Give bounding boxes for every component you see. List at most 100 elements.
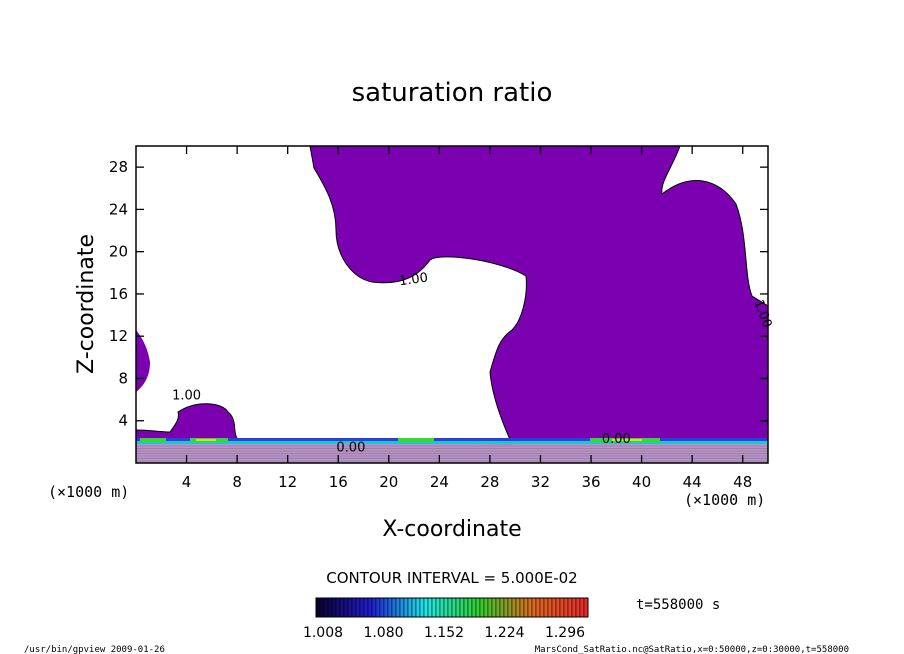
y-tick-label: 4 bbox=[118, 412, 128, 430]
x-axis-title: X-coordinate bbox=[382, 517, 521, 542]
colorbar-tick-label: 1.008 bbox=[303, 625, 343, 641]
colorbar-tick-label: 1.296 bbox=[545, 625, 585, 641]
colorbar-swatch bbox=[435, 597, 441, 618]
x-tick-label: 20 bbox=[379, 473, 398, 491]
x-tick-label: 24 bbox=[430, 473, 449, 491]
colorbar-tick-label: 1.152 bbox=[424, 625, 464, 641]
contour-label: 1.00 bbox=[398, 270, 429, 289]
colorbar-swatch bbox=[583, 597, 589, 618]
y-tick-label: 8 bbox=[118, 369, 128, 387]
colorbar-swatch bbox=[371, 597, 377, 618]
colorbar-swatch bbox=[427, 597, 433, 618]
contour-label: 1.00 bbox=[172, 389, 201, 404]
x-unit-label-right: (×1000 m) bbox=[684, 491, 765, 509]
plot-frame bbox=[135, 145, 769, 464]
colorbar-swatch bbox=[331, 597, 337, 618]
contour-label: 0.00 bbox=[336, 440, 365, 455]
colorbar-swatch bbox=[455, 597, 461, 618]
colorbar-swatch bbox=[403, 597, 409, 618]
colorbar-swatch bbox=[491, 597, 497, 618]
y-tick-label: 16 bbox=[109, 285, 128, 303]
colorbar-swatch bbox=[367, 597, 373, 618]
colorbar-swatch bbox=[507, 597, 513, 618]
saturated-region-left bbox=[136, 330, 150, 392]
colorbar-swatch bbox=[519, 597, 525, 618]
colorbar-swatch bbox=[339, 597, 345, 618]
colorbar-swatch bbox=[535, 597, 541, 618]
colorbar-swatch bbox=[475, 597, 481, 618]
colorbar-swatch bbox=[543, 597, 549, 618]
colorbar-swatch bbox=[483, 597, 489, 618]
colorbar-swatch bbox=[359, 597, 365, 618]
y-axis-title: Z-coordinate bbox=[74, 234, 99, 374]
footer-right: MarsCond_SatRatio.nc@SatRatio,x=0:50000,… bbox=[535, 645, 849, 654]
colorbar-swatch bbox=[335, 597, 341, 618]
x-tick-label: 44 bbox=[683, 473, 702, 491]
colorbar-swatch bbox=[523, 597, 529, 618]
ground-color-band-2 bbox=[136, 441, 768, 444]
colorbar-swatch bbox=[515, 597, 521, 618]
colorbar-swatch bbox=[551, 597, 557, 618]
colorbar-swatch bbox=[571, 597, 577, 618]
colorbar-swatch bbox=[555, 597, 561, 618]
colorbar-swatch bbox=[471, 597, 477, 618]
colorbar-swatch bbox=[343, 597, 349, 618]
colorbar-swatch bbox=[503, 597, 509, 618]
x-tick-label: 32 bbox=[531, 473, 550, 491]
x-tick-label: 40 bbox=[632, 473, 651, 491]
x-tick-label: 4 bbox=[182, 473, 192, 491]
colorbar-swatch bbox=[327, 597, 333, 618]
colorbar-swatch bbox=[347, 597, 353, 618]
colorbar-swatch bbox=[511, 597, 517, 618]
colorbar-swatch bbox=[387, 597, 393, 618]
colorbar-swatch bbox=[355, 597, 361, 618]
x-unit-label-left: (×1000 m) bbox=[48, 483, 129, 501]
colorbar-swatch bbox=[447, 597, 453, 618]
x-tick-label: 16 bbox=[329, 473, 348, 491]
colorbar-swatch bbox=[391, 597, 397, 618]
colorbar-ticks: 1.008 1.080 1.152 1.224 1.296 bbox=[303, 625, 585, 641]
colorbar-swatch bbox=[423, 597, 429, 618]
x-tick-label: 48 bbox=[733, 473, 752, 491]
chart-title: saturation ratio bbox=[352, 78, 553, 108]
colorbar-swatch bbox=[439, 597, 445, 618]
colorbar-swatch bbox=[407, 597, 413, 618]
contour-interval: CONTOUR INTERVAL = 5.000E-02 bbox=[326, 569, 577, 587]
colorbar-swatch bbox=[463, 597, 469, 618]
x-tick-label: 36 bbox=[581, 473, 600, 491]
colorbar-swatch bbox=[451, 597, 457, 618]
colorbar-swatch bbox=[419, 597, 425, 618]
y-axis: 4 8 12 16 20 24 28 bbox=[109, 158, 768, 430]
colorbar-swatch bbox=[559, 597, 565, 618]
colorbar-swatch bbox=[467, 597, 473, 618]
x-tick-label: 8 bbox=[232, 473, 242, 491]
colorbar-swatch bbox=[443, 597, 449, 618]
contour-labels: 1.001.001.000.000.00 bbox=[172, 270, 774, 455]
x-axis: 4 8 12 16 20 24 28 32 36 40 44 48 bbox=[182, 146, 752, 491]
colorbar-swatch bbox=[567, 597, 573, 618]
time-label: t=558000 s bbox=[636, 597, 720, 613]
colorbar-swatch bbox=[379, 597, 385, 618]
x-tick-label: 12 bbox=[278, 473, 297, 491]
colorbar-swatch bbox=[531, 597, 537, 618]
plot-area bbox=[136, 146, 768, 463]
colorbar-tick-label: 1.224 bbox=[484, 625, 524, 641]
colorbar-tick-label: 1.080 bbox=[363, 625, 403, 641]
colorbar-swatch bbox=[431, 597, 437, 618]
colorbar bbox=[315, 597, 589, 618]
colorbar-swatch bbox=[399, 597, 405, 618]
y-tick-label: 28 bbox=[109, 158, 128, 176]
colorbar-swatch bbox=[527, 597, 533, 618]
colorbar-swatch bbox=[579, 597, 585, 618]
colorbar-swatch bbox=[383, 597, 389, 618]
colorbar-swatch bbox=[479, 597, 485, 618]
colorbar-swatch bbox=[375, 597, 381, 618]
contour-label: 0.00 bbox=[602, 432, 631, 447]
colorbar-swatch bbox=[415, 597, 421, 618]
colorbar-swatch bbox=[315, 597, 321, 618]
colorbar-swatch bbox=[495, 597, 501, 618]
colorbar-swatch bbox=[563, 597, 569, 618]
x-tick-label: 28 bbox=[480, 473, 499, 491]
colorbar-swatch bbox=[363, 597, 369, 618]
footer-left: /usr/bin/gpview 2009-01-26 bbox=[24, 645, 165, 654]
